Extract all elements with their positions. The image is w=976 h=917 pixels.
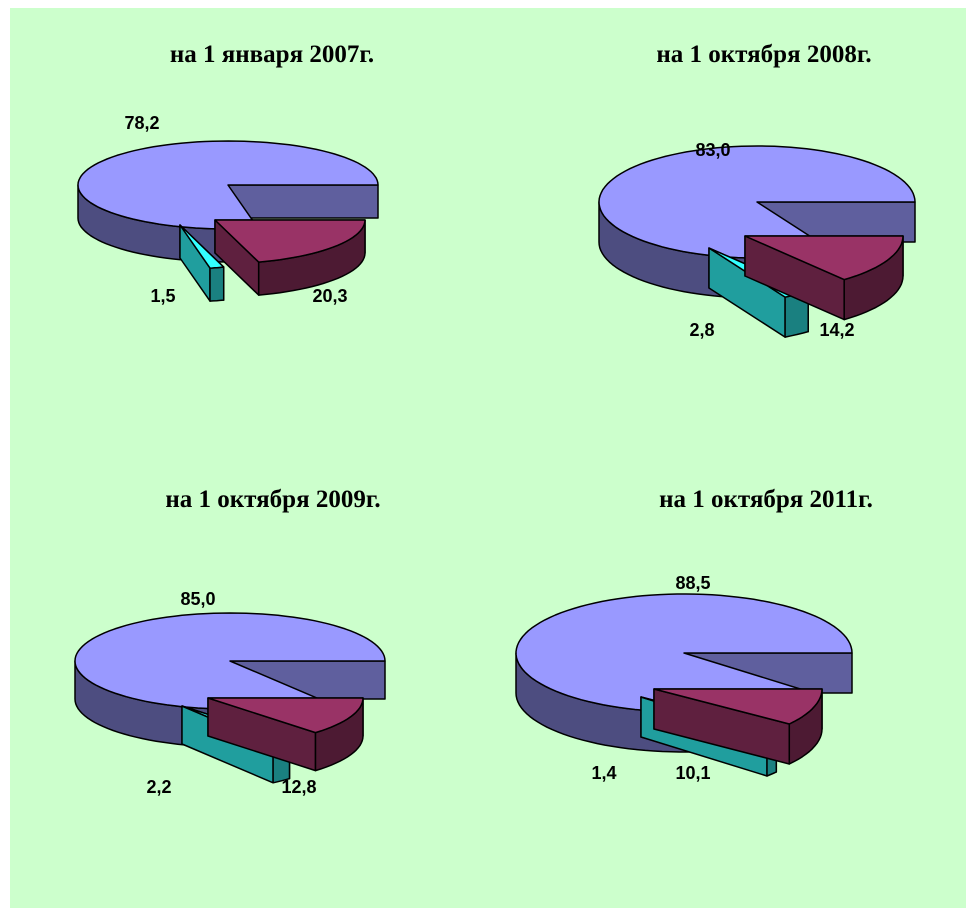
pie-1-slice-large-top — [77, 140, 379, 230]
pie-3-slice-large-top — [74, 612, 386, 710]
data-label-2011-large: 88,5 — [675, 573, 710, 593]
data-label-2009-large: 85,0 — [180, 589, 215, 609]
pie-chart-1 — [77, 140, 379, 302]
data-label-2008-large: 83,0 — [695, 140, 730, 160]
data-label-2008-small: 2,8 — [689, 320, 714, 340]
data-label-2011-medium: 10,1 — [675, 763, 710, 783]
pie-3-slice-medium-top — [207, 697, 364, 734]
data-label-2008-medium: 14,2 — [819, 320, 854, 340]
pie-1-slice-large-side-1 — [227, 184, 379, 219]
data-label-2009-medium: 12,8 — [281, 777, 316, 797]
pie-1-slice-small-rim — [209, 266, 225, 302]
chart-title-2008: на 1 октября 2008г. — [656, 41, 871, 68]
data-label-2011-small: 1,4 — [591, 763, 616, 783]
pie-1-slice-small-top — [179, 224, 225, 269]
pie-4-slice-medium-top — [653, 688, 823, 725]
data-label-2009-small: 2,2 — [146, 777, 171, 797]
pie-2-slice-medium-top — [744, 235, 904, 281]
chart-title-2009: на 1 октября 2009г. — [165, 486, 380, 513]
pie-chart-4 — [515, 593, 853, 777]
data-label-2007-small: 1,5 — [150, 286, 175, 306]
pie-chart-2 — [598, 145, 916, 338]
data-label-2007-medium: 20,3 — [312, 286, 347, 306]
pie-chart-3 — [74, 612, 386, 784]
chart-title-2011: на 1 октября 2011г. — [659, 486, 873, 513]
pie-2-slice-large-top — [598, 145, 916, 259]
chart-title-2007: на 1 января 2007г. — [170, 41, 374, 68]
data-label-2007-large: 78,2 — [124, 113, 159, 133]
pie-1-slice-medium-top — [214, 219, 366, 263]
